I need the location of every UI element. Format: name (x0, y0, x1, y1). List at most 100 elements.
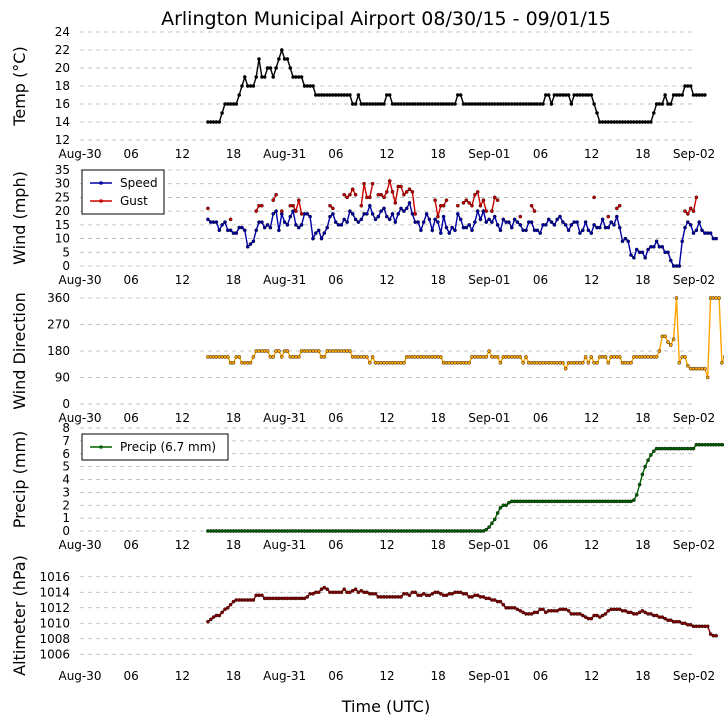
data-point (464, 225, 469, 230)
data-point (654, 355, 659, 359)
data-point (299, 75, 304, 79)
data-point (328, 214, 332, 219)
data-point (316, 590, 321, 595)
data-point (464, 592, 469, 596)
data-point (691, 446, 696, 451)
data-point (478, 203, 483, 208)
data-point (436, 590, 440, 595)
data-point (518, 223, 523, 227)
data-point (359, 588, 364, 593)
data-point (478, 217, 483, 222)
data-point (663, 93, 667, 97)
data-point (348, 349, 352, 353)
x-tick-label: 06 (124, 147, 139, 161)
data-point (495, 511, 500, 515)
x-tick-label: 12 (175, 147, 190, 161)
data-point (433, 217, 437, 222)
data-point (549, 102, 554, 106)
data-point (487, 217, 491, 222)
data-point (254, 228, 259, 233)
data-point (617, 225, 622, 230)
data-point (390, 212, 395, 216)
data-point (279, 209, 284, 213)
data-point (396, 212, 401, 216)
data-point (322, 355, 327, 359)
data-point (544, 610, 548, 615)
data-point (447, 231, 452, 235)
y-tick-label: 0 (62, 397, 70, 411)
data-point (387, 217, 392, 222)
data-point (620, 239, 625, 244)
y-tick-label: 4 (62, 473, 70, 487)
data-point (279, 48, 284, 52)
x-tick-label: 12 (175, 538, 190, 552)
data-point (285, 57, 290, 61)
data-point (615, 206, 619, 211)
data-point (583, 615, 588, 619)
data-point (660, 102, 665, 106)
data-point (606, 214, 611, 219)
data-point (657, 349, 662, 353)
y-tick-label: 24 (55, 25, 70, 39)
data-point (691, 209, 696, 213)
data-point (603, 355, 608, 359)
data-point (509, 225, 514, 230)
data-point (353, 587, 358, 592)
x-tick-label: 18 (635, 273, 650, 287)
data-point (242, 228, 247, 233)
y-tick-label: 1010 (39, 616, 70, 630)
legend: Precip (6.7 mm) (81, 433, 229, 461)
data-point (549, 220, 554, 224)
data-point (282, 220, 287, 224)
data-point (274, 209, 278, 213)
data-point (592, 102, 596, 106)
data-point (586, 360, 591, 365)
data-point (430, 592, 435, 596)
data-point (356, 220, 361, 224)
x-tick-label: 06 (124, 411, 139, 425)
chart-title: Arlington Municipal Airport 08/30/15 - 0… (161, 8, 611, 30)
y-tick-label: 12 (55, 133, 70, 147)
data-point (663, 616, 667, 621)
data-point (407, 187, 412, 191)
data-point (299, 212, 304, 216)
data-point (228, 217, 233, 222)
data-point (467, 360, 472, 365)
y-tick-label: 1014 (39, 585, 70, 599)
data-point (225, 355, 230, 359)
y-axis-label: Altimeter (hPa) (10, 555, 29, 676)
y-tick-label: 5 (62, 245, 70, 259)
data-point (402, 209, 406, 213)
data-point (444, 593, 449, 598)
data-point (694, 195, 699, 200)
x-tick-label: 12 (175, 411, 190, 425)
series-line (207, 297, 724, 378)
data-point (484, 355, 489, 359)
data-point (296, 355, 301, 359)
data-point (677, 360, 682, 365)
data-point (288, 214, 293, 219)
data-point (581, 613, 585, 618)
data-point (228, 602, 233, 607)
data-point (387, 179, 392, 183)
x-tick-label: Aug-31 (263, 538, 306, 552)
y-tick-label: 3 (62, 485, 70, 499)
data-point (546, 217, 551, 222)
y-tick-label: 35 (55, 163, 70, 177)
data-point (404, 190, 409, 194)
y-axis-label: Temp (°C) (10, 46, 29, 126)
data-point (507, 500, 511, 505)
y-tick-label: 5 (62, 460, 70, 474)
data-point (669, 102, 673, 106)
data-point (546, 93, 551, 97)
data-point (365, 590, 369, 595)
data-point (498, 599, 503, 604)
data-point (288, 66, 293, 70)
data-point (515, 607, 520, 612)
y-axis-label: Wind Direction (10, 292, 29, 410)
data-point (671, 337, 676, 342)
data-point (353, 102, 358, 106)
data-point (623, 236, 628, 241)
data-point (555, 217, 560, 222)
data-point (498, 360, 503, 365)
